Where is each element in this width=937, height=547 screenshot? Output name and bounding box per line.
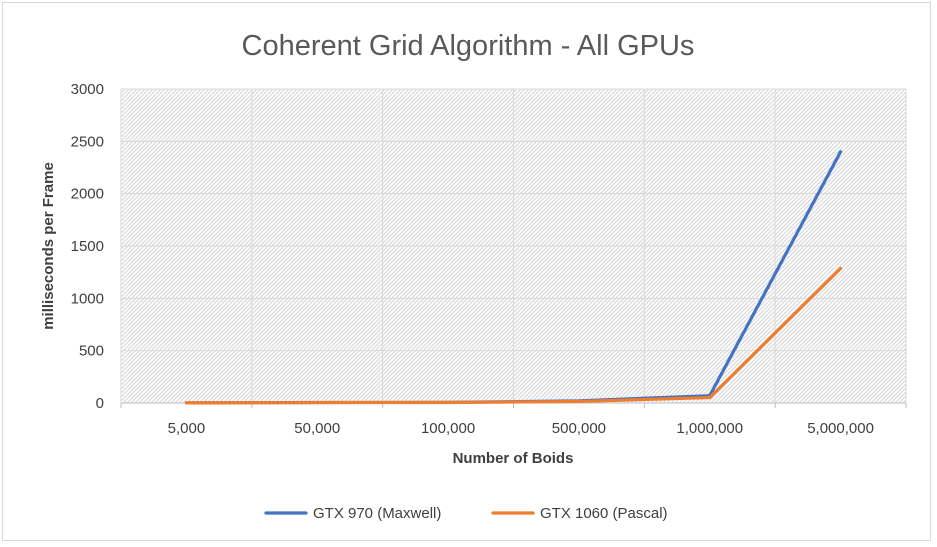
chart-svg: Coherent Grid Algorithm - All GPUs 0 500 1… <box>40 30 907 522</box>
y-axis-label: milliseconds per Frame <box>40 162 57 330</box>
y-tick-label: 1500 <box>71 238 104 255</box>
chart-container: Coherent Grid Algorithm - All GPUs 0 500 1… <box>2 2 931 541</box>
legend-label: GTX 970 (Maxwell) <box>313 505 441 522</box>
y-tick-label: 500 <box>79 343 104 360</box>
y-tick-label: 0 <box>96 395 104 412</box>
chart-title: Coherent Grid Algorithm - All GPUs <box>242 30 695 62</box>
x-tick-label: 100,000 <box>421 420 475 437</box>
x-axis-ticks: 5,000 50,000 100,000 500,000 1,000,000 5,000,… <box>168 420 874 437</box>
y-tick-label: 2000 <box>71 186 104 203</box>
series-lines <box>184 150 843 405</box>
series-line-1 <box>184 266 843 405</box>
x-tick-label: 5,000 <box>168 420 206 437</box>
x-tick-label: 50,000 <box>294 420 340 437</box>
x-tick-label: 1,000,000 <box>676 420 743 437</box>
y-tick-label: 2500 <box>71 133 104 150</box>
x-tick-label: 500,000 <box>552 420 606 437</box>
legend-label: GTX 1060 (Pascal) <box>540 505 668 522</box>
legend: GTX 970 (Maxwell) GTX 1060 (Pascal) <box>264 505 668 522</box>
grid-lines <box>120 88 907 408</box>
x-tick-label: 5,000,000 <box>807 420 874 437</box>
y-axis-ticks: 0 500 1000 1500 2000 2500 3000 <box>71 81 104 412</box>
y-tick-label: 3000 <box>71 81 104 98</box>
y-tick-label: 1000 <box>71 290 104 307</box>
x-axis-label: Number of Boids <box>453 450 574 467</box>
